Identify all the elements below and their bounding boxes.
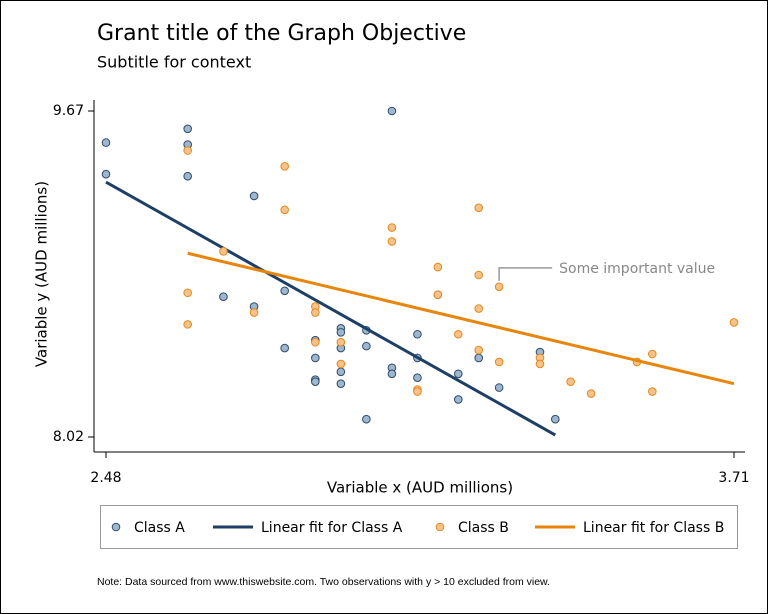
point	[336, 359, 346, 369]
point	[648, 387, 657, 396]
point	[183, 124, 192, 134]
point	[311, 353, 320, 363]
point	[494, 282, 504, 292]
point	[183, 288, 192, 298]
point	[387, 369, 397, 379]
legend-label: Class B	[458, 520, 509, 536]
x-tick-label: 2.48	[90, 470, 121, 486]
point	[453, 369, 463, 379]
point	[249, 308, 259, 317]
point	[648, 349, 657, 359]
point	[453, 329, 463, 339]
y-tick-label: 9.67	[53, 103, 84, 119]
point	[566, 377, 575, 386]
point	[362, 341, 371, 351]
legend-label: Class A	[134, 520, 185, 536]
point	[280, 286, 289, 296]
point	[280, 205, 289, 215]
point	[494, 383, 504, 392]
point	[336, 379, 346, 388]
point	[311, 308, 320, 317]
point	[413, 329, 422, 339]
annotation-line	[498, 267, 553, 281]
note: Note: Data sourced from www.thiswebsite.…	[97, 576, 550, 588]
fit-line	[187, 251, 735, 386]
point	[586, 389, 596, 398]
chart-subtitle: Subtitle for context	[97, 53, 251, 72]
point	[433, 262, 443, 272]
point	[280, 343, 289, 353]
point	[535, 359, 545, 369]
point	[387, 223, 397, 232]
point	[336, 367, 346, 377]
point	[453, 395, 463, 404]
legend-marker	[111, 522, 121, 532]
point	[387, 237, 397, 246]
point	[474, 345, 484, 355]
fit-line	[105, 180, 557, 437]
point	[551, 414, 560, 424]
point	[249, 191, 259, 201]
y-axis-label: Variable y (AUD millions)	[33, 181, 51, 367]
point	[387, 106, 397, 116]
point	[101, 138, 111, 147]
point	[311, 377, 320, 386]
legend-label: Linear fit for Class B	[583, 520, 724, 536]
point	[362, 414, 371, 424]
point	[413, 387, 422, 396]
point	[413, 373, 422, 383]
point	[280, 162, 289, 171]
legend-label: Linear fit for Class A	[261, 520, 403, 536]
point	[311, 337, 320, 347]
point	[433, 290, 443, 300]
chart-title: Grant title of the Graph Objective	[97, 21, 466, 46]
point	[101, 169, 111, 179]
point	[219, 292, 228, 302]
point	[494, 357, 504, 367]
point	[474, 270, 484, 280]
annotation: Some important value	[559, 261, 715, 277]
point	[183, 320, 192, 329]
point	[336, 337, 346, 347]
point	[474, 353, 484, 363]
x-tick-label: 3.71	[718, 470, 749, 486]
legend-marker	[435, 522, 445, 532]
legend	[100, 505, 738, 549]
x-axis-label: Variable x (AUD millions)	[327, 479, 513, 497]
point	[336, 327, 346, 337]
point	[474, 203, 484, 213]
point	[219, 246, 228, 256]
point	[729, 318, 739, 327]
point	[183, 171, 192, 181]
point	[474, 304, 484, 313]
y-tick-label: 8.02	[53, 429, 84, 445]
point	[183, 146, 192, 155]
